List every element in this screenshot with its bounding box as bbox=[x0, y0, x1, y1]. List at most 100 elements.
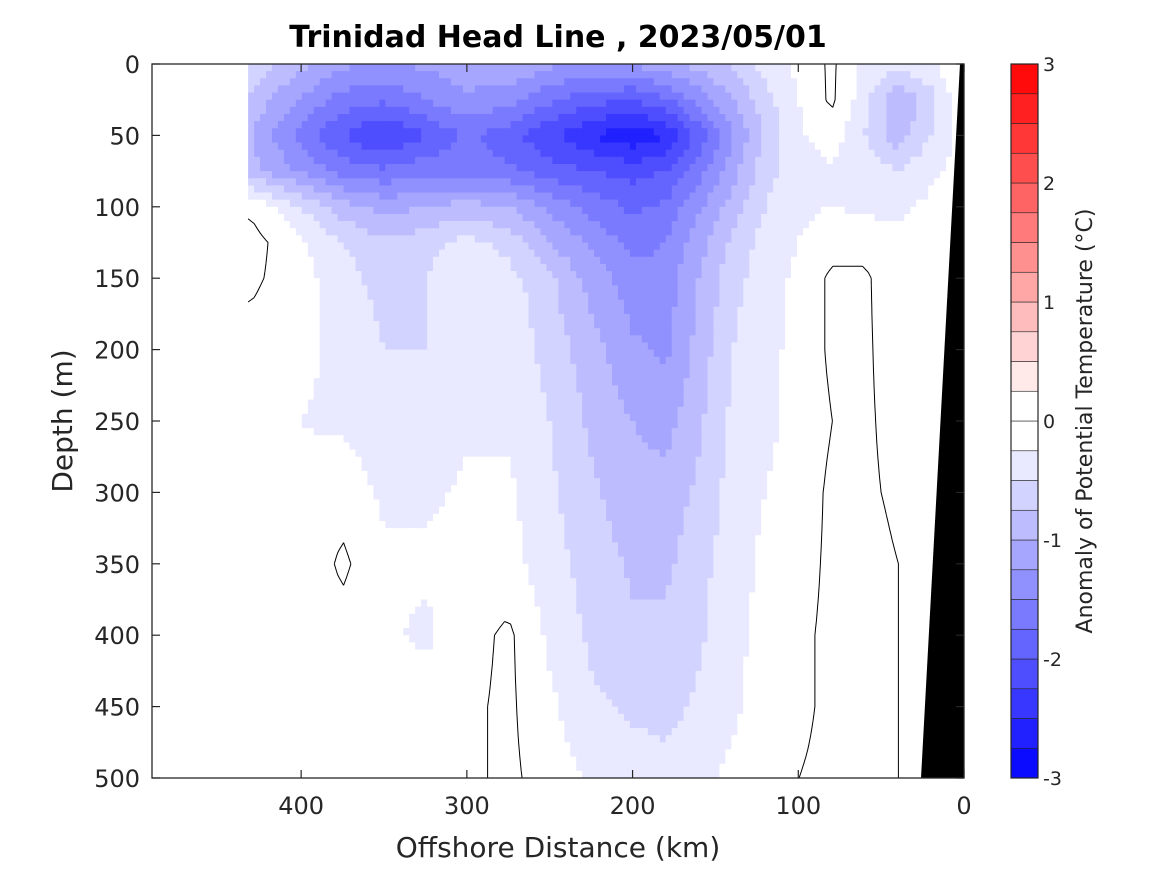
field-cell bbox=[492, 171, 500, 179]
field-cell bbox=[844, 213, 852, 222]
field-cell bbox=[600, 271, 607, 279]
field-cell bbox=[456, 271, 464, 279]
field-cell bbox=[612, 92, 619, 101]
field-cell bbox=[635, 106, 643, 115]
field-cell bbox=[260, 78, 267, 87]
field-cell bbox=[260, 235, 267, 244]
field-cell bbox=[355, 128, 363, 136]
field-cell bbox=[576, 263, 583, 272]
field-cell bbox=[558, 78, 565, 87]
field-cell bbox=[427, 128, 434, 136]
field-cell bbox=[254, 78, 261, 87]
field-cell bbox=[695, 278, 703, 286]
field-cell bbox=[510, 99, 518, 108]
field-cell bbox=[826, 199, 834, 208]
field-cell bbox=[880, 228, 888, 236]
field-cell bbox=[474, 292, 482, 301]
field-cell bbox=[838, 171, 846, 179]
field-cell bbox=[403, 206, 410, 215]
field-cell bbox=[826, 135, 834, 144]
field-cell bbox=[594, 349, 601, 358]
field-cell bbox=[397, 256, 404, 265]
field-cell bbox=[922, 156, 929, 165]
field-cell bbox=[397, 342, 404, 351]
field-cell bbox=[522, 356, 530, 365]
field-cell bbox=[707, 249, 715, 258]
field-cell bbox=[343, 271, 351, 279]
field-cell bbox=[617, 356, 625, 365]
field-cell bbox=[749, 92, 756, 101]
field-cell bbox=[934, 299, 941, 308]
field-cell bbox=[785, 235, 792, 244]
field-cell bbox=[307, 299, 315, 308]
field-cell bbox=[785, 221, 792, 229]
field-cell bbox=[946, 106, 953, 115]
field-cell bbox=[361, 206, 369, 215]
field-cell bbox=[480, 271, 488, 279]
field-cell bbox=[474, 321, 482, 329]
field-cell bbox=[289, 156, 297, 165]
field-cell bbox=[916, 256, 923, 265]
field-cell bbox=[683, 99, 691, 108]
field-cell bbox=[379, 256, 386, 265]
field-cell bbox=[612, 285, 619, 294]
field-cell bbox=[653, 235, 661, 244]
field-cell bbox=[862, 92, 870, 101]
field-cell bbox=[832, 163, 840, 172]
field-cell bbox=[612, 349, 619, 358]
field-cell bbox=[558, 142, 565, 151]
field-cell bbox=[444, 285, 452, 294]
field-cell bbox=[743, 256, 750, 265]
field-cell bbox=[266, 221, 273, 229]
field-cell bbox=[934, 313, 941, 322]
field-cell bbox=[856, 106, 864, 115]
field-cell bbox=[892, 106, 899, 115]
field-cell bbox=[731, 185, 738, 194]
field-cell bbox=[743, 171, 750, 179]
field-cell bbox=[295, 321, 303, 329]
field-cell bbox=[856, 156, 864, 165]
field-cell bbox=[701, 306, 709, 315]
field-cell bbox=[838, 335, 846, 344]
field-cell bbox=[301, 256, 309, 265]
field-cell bbox=[940, 71, 947, 79]
field-cell bbox=[862, 128, 870, 136]
field-cell bbox=[874, 71, 882, 79]
field-cell bbox=[641, 221, 649, 229]
field-cell bbox=[564, 285, 571, 294]
field-cell bbox=[331, 156, 339, 165]
field-cell bbox=[462, 235, 470, 244]
field-cell bbox=[850, 121, 858, 129]
field-cell bbox=[677, 292, 685, 301]
field-cell bbox=[343, 342, 351, 351]
field-cell bbox=[313, 64, 321, 72]
field-cell bbox=[456, 156, 464, 165]
field-cell bbox=[808, 228, 816, 236]
field-cell bbox=[486, 185, 494, 194]
field-cell bbox=[319, 78, 327, 87]
field-cell bbox=[510, 121, 518, 129]
field-cell bbox=[522, 335, 530, 344]
field-cell bbox=[570, 135, 577, 144]
field-cell bbox=[266, 92, 273, 101]
field-cell bbox=[283, 242, 291, 251]
field-cell bbox=[588, 199, 595, 208]
field-cell bbox=[743, 349, 750, 358]
field-cell bbox=[802, 128, 810, 136]
field-cell bbox=[266, 163, 273, 172]
field-cell bbox=[737, 285, 744, 294]
field-cell bbox=[856, 349, 864, 358]
field-cell bbox=[343, 256, 351, 265]
field-cell bbox=[343, 192, 351, 201]
field-cell bbox=[588, 249, 595, 258]
field-cell bbox=[713, 99, 721, 108]
field-cell bbox=[439, 313, 446, 322]
field-cell bbox=[790, 228, 798, 236]
field-cell bbox=[880, 249, 888, 258]
field-cell bbox=[367, 192, 374, 201]
field-cell bbox=[832, 292, 840, 301]
field-cell bbox=[337, 192, 345, 201]
field-cell bbox=[767, 292, 774, 301]
field-cell bbox=[713, 299, 721, 308]
field-cell bbox=[552, 142, 559, 151]
